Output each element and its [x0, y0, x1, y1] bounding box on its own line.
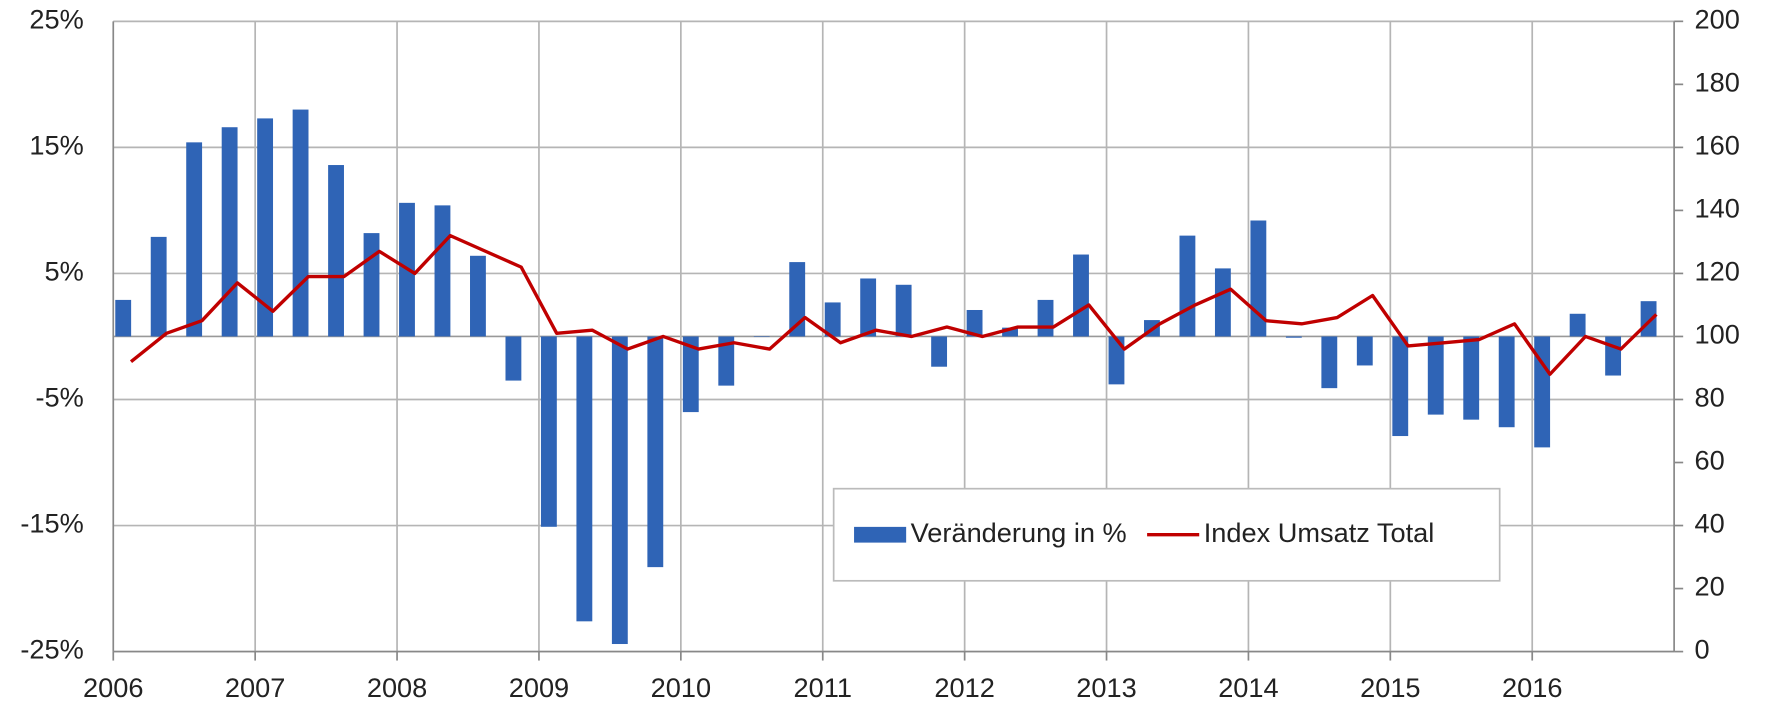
- x-tick-label: 2007: [225, 672, 285, 703]
- bar: [150, 236, 167, 337]
- bar: [1534, 336, 1551, 448]
- bar: [718, 336, 735, 386]
- x-tick-label: 2008: [367, 672, 427, 703]
- y2-tick-label: 80: [1695, 382, 1725, 413]
- bar: [1037, 299, 1054, 337]
- y-tick-label: 15%: [29, 130, 83, 161]
- y2-tick-label: 200: [1695, 4, 1740, 35]
- bar: [1356, 336, 1373, 366]
- y2-tick-label: 140: [1695, 193, 1740, 224]
- legend-swatch: [854, 526, 907, 543]
- x-tick-label: 2013: [1076, 672, 1136, 703]
- bar: [1179, 235, 1196, 337]
- bar: [1073, 254, 1089, 337]
- y2-tick-label: 100: [1695, 319, 1740, 350]
- bar: [1463, 336, 1480, 420]
- y2-tick-label: 20: [1695, 571, 1725, 602]
- legend-label: Index Umsatz Total: [1204, 517, 1435, 548]
- x-tick-label: 2006: [83, 672, 143, 703]
- y-tick-label: -15%: [20, 508, 83, 539]
- bar: [611, 336, 628, 645]
- bar: [824, 302, 841, 337]
- legend-label: Veränderung in %: [911, 517, 1127, 548]
- bar: [1108, 336, 1125, 385]
- bar: [1285, 336, 1302, 338]
- y2-tick-label: 120: [1695, 256, 1740, 287]
- bar: [895, 284, 912, 337]
- bar: [292, 109, 309, 337]
- x-tick-label: 2014: [1218, 672, 1278, 703]
- y2-tick-label: 160: [1695, 130, 1740, 161]
- y2-tick-label: 40: [1695, 508, 1725, 539]
- bar: [1427, 336, 1444, 415]
- bar: [931, 336, 948, 367]
- y2-tick-label: 0: [1695, 634, 1710, 665]
- bar: [257, 118, 274, 337]
- y2-tick-label: 180: [1695, 67, 1740, 98]
- bar: [434, 205, 451, 337]
- bar: [363, 233, 380, 337]
- bar: [505, 336, 522, 381]
- x-tick-label: 2016: [1502, 672, 1562, 703]
- bar: [1569, 313, 1586, 337]
- bar: [966, 309, 983, 337]
- bar: [682, 336, 699, 413]
- bar: [328, 165, 344, 337]
- x-tick-label: 2012: [934, 672, 994, 703]
- x-tick-label: 2011: [794, 672, 852, 703]
- bar: [1002, 327, 1018, 337]
- bar: [789, 262, 806, 337]
- y2-tick-label: 60: [1695, 445, 1725, 476]
- bar: [1321, 336, 1338, 389]
- bar: [860, 278, 877, 337]
- y-tick-label: -5%: [35, 382, 83, 413]
- x-tick-label: 2010: [651, 672, 711, 703]
- bar: [647, 336, 664, 568]
- bar: [1498, 336, 1515, 428]
- line: [129, 233, 1658, 376]
- bar: [470, 255, 486, 337]
- bar: [540, 336, 557, 527]
- y-tick-label: 25%: [29, 4, 83, 35]
- x-tick-label: 2009: [509, 672, 569, 703]
- y-tick-label: 5%: [45, 256, 84, 287]
- bar: [576, 336, 593, 622]
- bar: [1214, 268, 1231, 337]
- bar: [221, 127, 238, 337]
- bar: [753, 336, 770, 338]
- bar: [1250, 220, 1267, 337]
- y-tick-label: -25%: [20, 634, 83, 665]
- bar: [1392, 336, 1409, 437]
- bar: [186, 142, 203, 337]
- bar: [1605, 336, 1622, 376]
- bar: [115, 299, 132, 337]
- x-tick-label: 2015: [1360, 672, 1420, 703]
